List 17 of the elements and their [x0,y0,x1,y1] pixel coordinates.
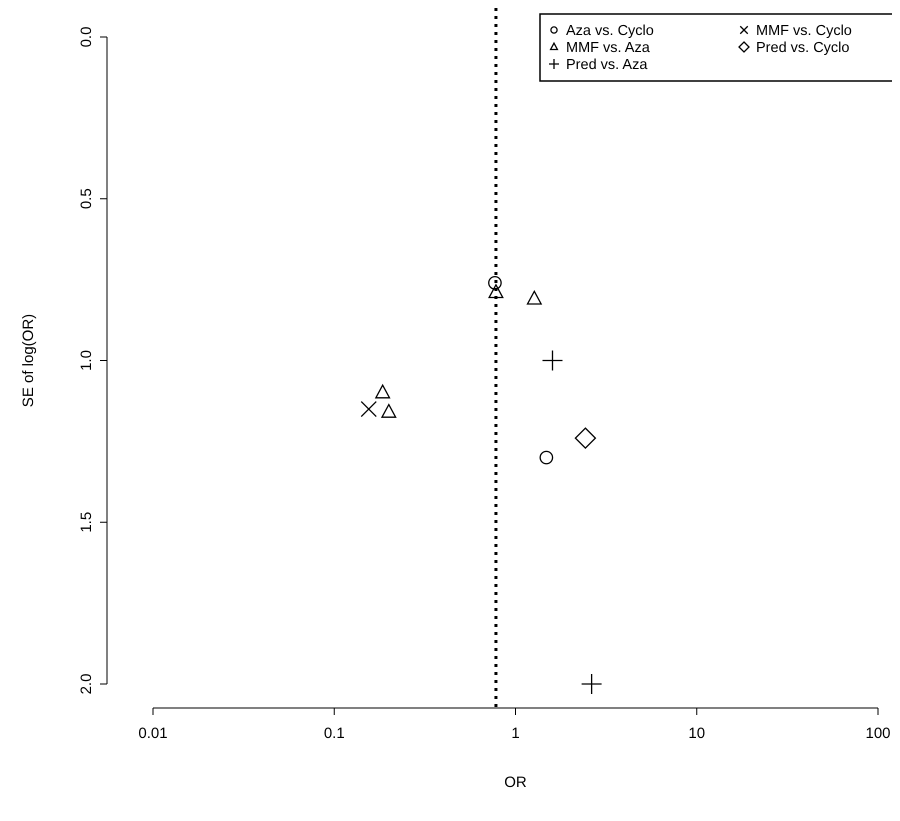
y-tick-label: 1.0 [78,350,95,371]
x-tick-label: 1 [511,725,520,742]
y-axis-title: SE of log(OR) [20,314,37,408]
legend-label: Pred vs. Aza [566,57,648,73]
y-tick-label: 0.0 [78,26,95,48]
x-tick-label: 10 [688,725,706,742]
y-tick-label: 1.5 [78,512,95,533]
legend-label: MMF vs. Cyclo [756,23,852,39]
y-tick-label: 2.0 [78,674,95,694]
x-tick-label: 0.01 [138,725,168,742]
legend-label: MMF vs. Aza [566,40,651,56]
legend-label: Pred vs. Cyclo [756,40,850,56]
legend-label: Aza vs. Cyclo [566,23,654,39]
x-axis-title: OR [504,774,527,791]
x-tick-label: 100 [865,725,891,742]
x-tick-label: 0.1 [324,725,345,742]
y-tick-label: 0.5 [78,188,95,210]
